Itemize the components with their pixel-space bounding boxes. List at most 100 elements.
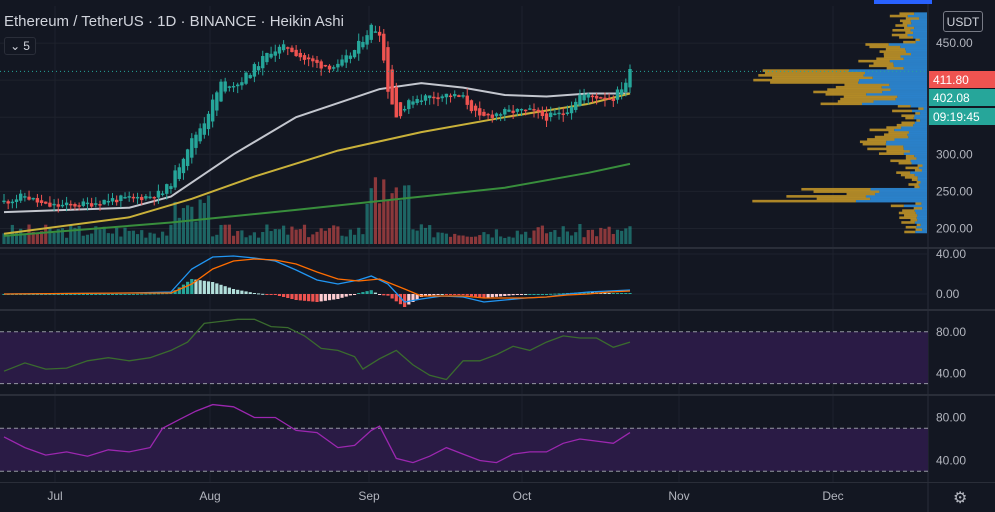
gear-icon[interactable]: ⚙ [953, 490, 968, 507]
volume-profile-sell-bar [764, 71, 865, 75]
volume-bar [482, 232, 486, 244]
candle-body [256, 66, 261, 71]
macd-axis-tick: 40.00 [936, 247, 966, 261]
macd-histogram-bar [503, 294, 507, 296]
volume-profile-sell-bar [916, 223, 921, 227]
time-axis-tick: Aug [199, 489, 220, 503]
volume-profile-buy-bar [903, 66, 927, 70]
candle-body [398, 102, 403, 117]
volume-bar [411, 229, 415, 244]
ma-price-tag: 402.08 [929, 89, 995, 106]
candle-body [365, 35, 369, 45]
macd-histogram-bar [144, 293, 148, 295]
macd-histogram-bar [511, 294, 515, 296]
volume-profile-sell-bar [904, 214, 918, 217]
macd-histogram-bar [411, 294, 415, 302]
current-price-tag: 411.80 [929, 71, 995, 88]
volume-profile-buy-bar [910, 159, 927, 163]
candle-body [603, 97, 607, 100]
volume-bar [135, 234, 140, 244]
macd-histogram-bar [173, 290, 177, 294]
volume-bar [286, 234, 290, 244]
volume-bar [123, 227, 127, 244]
volume-bar [302, 224, 307, 244]
price-axis-tick: 300.00 [936, 147, 973, 161]
chart-style-label[interactable]: Heikin Ashi [269, 13, 344, 30]
volume-bar [106, 233, 110, 244]
volume-profile-buy-bar [914, 154, 927, 158]
volume-profile-sell-bar [827, 88, 891, 91]
volume-bar [553, 230, 557, 244]
volume-bar [60, 228, 65, 244]
currency-button[interactable]: USDT [943, 11, 983, 32]
volume-bar [369, 188, 373, 244]
candle-body [236, 84, 240, 87]
volume-bar [340, 235, 344, 244]
candle-body [465, 95, 469, 105]
volume-bar [569, 235, 574, 244]
candle-body [336, 63, 340, 68]
volume-bar [507, 236, 511, 244]
volume-profile-buy-bar [879, 190, 927, 193]
candle-body [6, 201, 10, 204]
macd-histogram-bar [624, 293, 628, 294]
interval-label[interactable]: 1D [157, 13, 177, 30]
volume-bar [90, 233, 94, 244]
candle-body [544, 113, 549, 121]
volume-bar [190, 206, 194, 244]
volume-profile-sell-bar [867, 147, 904, 151]
macd-histogram-bar [607, 293, 611, 294]
macd-histogram-bar [561, 293, 565, 295]
candle-body [569, 106, 574, 114]
volume-profile-sell-bar [801, 187, 871, 191]
volume-bar [186, 205, 190, 244]
volume-profile-buy-bar [907, 133, 927, 136]
volume-bar [407, 185, 411, 244]
volume-bar [486, 234, 490, 244]
candle-body [160, 193, 165, 195]
macd-histogram-bar [323, 294, 327, 301]
volume-profile-buy-bar [914, 12, 927, 15]
macd-histogram-bar [582, 292, 586, 294]
header-sep: · [180, 13, 186, 30]
countdown-tag: 09:19:45 [929, 108, 995, 125]
symbol-label[interactable]: Ethereum / TetherUS [4, 13, 144, 30]
candle-body [215, 92, 219, 111]
macd-histogram-bar [444, 294, 448, 295]
candle-body [594, 95, 599, 99]
volume-bar [177, 217, 181, 244]
volume-profile-buy-bar [910, 19, 927, 23]
volume-bar [165, 235, 169, 244]
candle-body [344, 55, 348, 63]
candle-body [607, 98, 611, 100]
volume-bar [85, 234, 90, 244]
candle-body [14, 199, 19, 203]
candle-body [169, 186, 173, 189]
volume-bar [48, 227, 52, 244]
volume-profile-buy-bar [895, 97, 927, 101]
volume-profile-buy-bar [866, 93, 927, 96]
volume-profile-buy-bar [921, 202, 927, 205]
volume-profile-sell-bar [899, 12, 915, 15]
candle-body [85, 202, 90, 205]
volume-profile-buy-bar [894, 138, 927, 141]
volume-bar [607, 226, 611, 244]
candle-body [286, 47, 290, 49]
volume-profile-buy-bar [918, 183, 927, 186]
volume-profile-buy-bar [873, 100, 927, 103]
volume-profile-sell-bar [846, 192, 876, 196]
volume-bar [140, 230, 144, 244]
macd-histogram-bar [378, 294, 382, 295]
volume-profile-sell-bar [905, 225, 917, 229]
volume-bar [39, 231, 44, 244]
volume-bar [144, 237, 148, 244]
volume-profile-buy-bar [890, 88, 927, 91]
volume-profile-buy-bar [903, 152, 927, 155]
candle-body [478, 108, 482, 116]
macd-histogram-bar [453, 294, 457, 295]
indicators-toggle-button[interactable]: ⌄ 5 [4, 37, 36, 55]
volume-bar [540, 225, 544, 244]
volume-profile-buy-bar [893, 64, 927, 68]
volume-profile-sell-bar [918, 107, 924, 110]
